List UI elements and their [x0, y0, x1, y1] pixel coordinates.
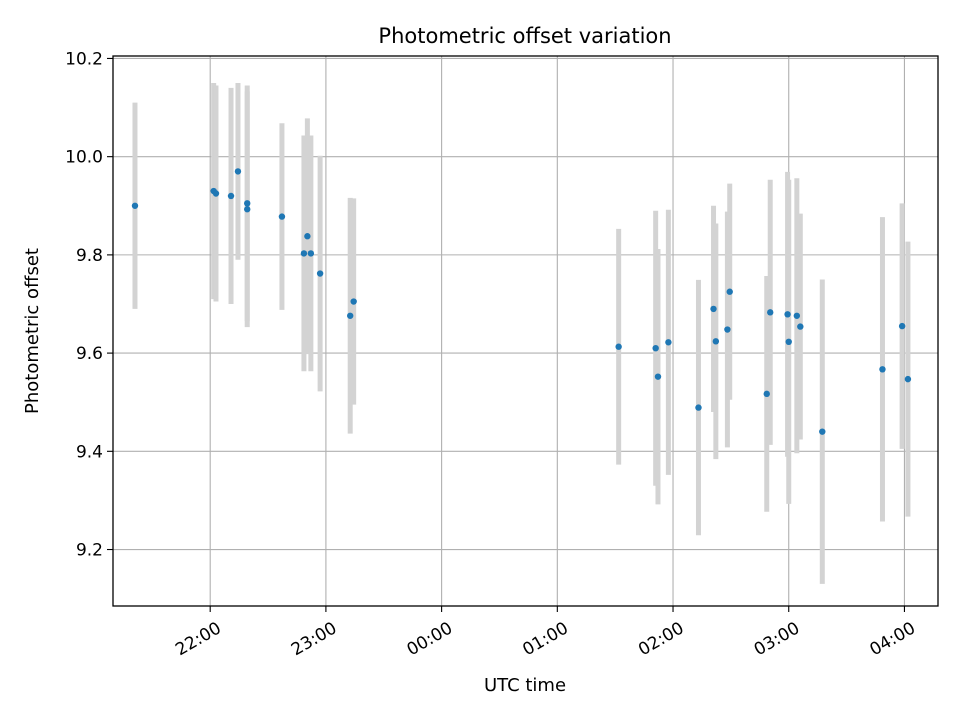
data-point: [350, 298, 357, 305]
data-point: [347, 312, 354, 319]
data-point: [304, 233, 311, 240]
data-point: [784, 311, 791, 318]
y-tick-label: 10.0: [65, 148, 103, 168]
data-point: [695, 404, 702, 411]
data-point: [654, 373, 662, 380]
y-tick-label: 10.2: [65, 49, 103, 69]
data-point: [615, 343, 622, 350]
y-tick-label: 9.4: [76, 442, 103, 462]
y-tick-label: 9.8: [76, 246, 103, 266]
data-point: [793, 312, 801, 319]
chart-title: Photometric offset variation: [378, 24, 671, 48]
data-point: [724, 326, 731, 333]
y-axis-title: Photometric offset: [22, 248, 43, 414]
data-points: [131, 168, 912, 435]
data-point: [767, 309, 774, 316]
data-point: [227, 192, 235, 200]
data-point: [307, 250, 315, 257]
data-point: [665, 339, 672, 346]
data-point: [212, 190, 220, 197]
data-point: [712, 338, 720, 345]
data-point: [131, 202, 139, 209]
data-point: [797, 323, 804, 330]
data-point: [726, 288, 733, 295]
data-point: [244, 200, 251, 207]
y-tick-label: 9.6: [76, 344, 103, 364]
data-point: [300, 250, 308, 257]
plot-frame: [112, 55, 939, 607]
data-point: [819, 428, 826, 435]
data-point: [234, 168, 242, 175]
data-point: [763, 390, 770, 398]
data-point: [898, 322, 906, 330]
data-point: [904, 375, 912, 383]
data-point: [244, 206, 251, 213]
data-point: [710, 305, 717, 313]
data-point: [785, 338, 792, 346]
data-point: [652, 344, 659, 352]
y-tick-label: 9.2: [76, 541, 103, 561]
x-axis-title: UTC time: [484, 675, 566, 696]
data-point: [316, 270, 324, 277]
data-point: [278, 213, 286, 220]
data-point: [879, 366, 886, 373]
